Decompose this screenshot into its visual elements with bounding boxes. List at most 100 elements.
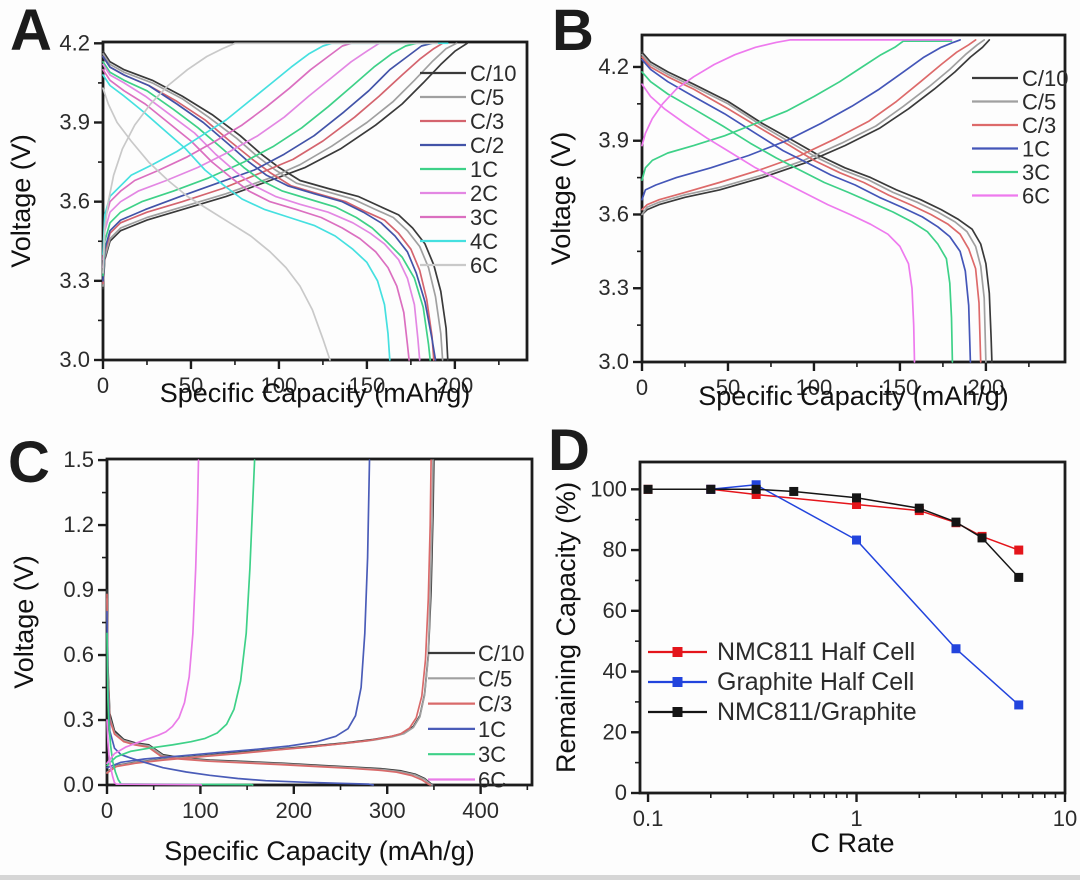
series-line-2C	[102, 42, 381, 269]
legend-label: C/3	[478, 692, 512, 717]
data-point-marker	[751, 480, 761, 490]
series-line-3C	[106, 632, 254, 786]
legend-marker	[672, 647, 683, 657]
legend-label: C/5	[478, 666, 512, 691]
series-line-3C	[102, 68, 410, 361]
y-tick-label: 3.9	[598, 128, 629, 153]
legend-label: C/10	[470, 61, 516, 86]
data-point-marker	[1014, 700, 1024, 710]
series-line-2C	[102, 63, 421, 361]
data-point-marker	[852, 493, 862, 503]
y-tick-label: 100	[590, 476, 627, 501]
y-tick-label: 80	[603, 537, 627, 562]
x-tick-label: 0	[97, 373, 109, 398]
data-point-marker	[643, 484, 653, 494]
series-line-C-5	[641, 39, 986, 216]
series-line-3C	[641, 71, 954, 363]
panel-c-plot: 0 100 200 300 400 0.0 0.3 0.6 0.9 1.2 1.5 Specific …	[9, 447, 534, 866]
legend-marker	[672, 707, 683, 717]
y-axis-title: Remaining Capacity (%)	[551, 482, 581, 773]
x-tick-label: 200	[275, 798, 312, 823]
legend-label: C/3	[1022, 113, 1056, 138]
y-tick-label: 3.0	[598, 349, 629, 374]
y-tick-label: 3.3	[598, 275, 629, 300]
y-tick-label: 4.2	[598, 54, 629, 79]
y-axis-title: Voltage (V)	[546, 132, 576, 266]
legend-label: 1C	[470, 157, 498, 182]
legend-label: 4C	[470, 229, 498, 254]
series-line-C-3	[106, 593, 432, 786]
x-tick-label: 150	[349, 373, 386, 398]
legend-label: 3C	[470, 205, 498, 230]
panel-label-c: C	[8, 430, 50, 495]
y-axis-title: Voltage (V)	[9, 555, 39, 689]
series-line-C-10	[641, 51, 993, 363]
x-tick-label: 0.1	[633, 806, 664, 831]
legend-label: 1C	[478, 717, 506, 742]
y-tick-label: 0.3	[63, 707, 94, 732]
series-line-1C	[102, 42, 418, 277]
series-line-1C	[641, 39, 961, 201]
series-line-C-10	[102, 50, 449, 361]
y-tick-label: 3.9	[59, 109, 90, 134]
series-line-C-2	[102, 42, 433, 282]
data-point-marker	[1014, 545, 1024, 555]
legend-label: C/5	[470, 85, 504, 110]
y-axis-title: Voltage (V)	[6, 134, 36, 268]
y-tick-label: 0	[615, 780, 627, 805]
series-line-C-5	[102, 42, 458, 287]
x-axis-title: C Rate	[810, 828, 894, 858]
x-axis-title: Specific Capacity (mAh/g)	[164, 836, 475, 866]
data-point-marker	[706, 484, 716, 494]
x-axis-title: Specific Capacity (mAh/g)	[160, 378, 471, 408]
series-line-6C	[102, 42, 439, 274]
series-line-3C	[102, 42, 352, 261]
series-line-C-10	[106, 459, 435, 773]
y-tick-label: 4.2	[59, 30, 90, 55]
x-tick-label: 200	[968, 375, 1005, 400]
legend-label: NMC811 Half Cell	[717, 638, 915, 666]
x-tick-label: 50	[716, 375, 740, 400]
data-point-marker	[977, 533, 987, 543]
legend-label: 6C	[1022, 184, 1050, 209]
y-tick-label: 1.2	[63, 512, 94, 537]
y-tick-label: 0.0	[63, 772, 94, 797]
x-tick-label: 100	[796, 375, 833, 400]
series-line-C-3	[102, 42, 444, 285]
series-line-C-10	[106, 589, 435, 786]
legend-label: C/10	[478, 641, 524, 666]
panel-b-plot: 0 50 100 150 200 3.0 3.3 3.6 3.9 4.2 Specific Capa…	[546, 33, 1068, 411]
plot-frame	[638, 460, 1067, 795]
series-line-C-2	[102, 55, 437, 361]
plot-frame	[101, 40, 529, 362]
y-tick-label: 40	[603, 659, 627, 684]
series-line-C-10	[641, 39, 991, 216]
series-line-6C	[641, 83, 916, 363]
legend-label: C/2	[470, 133, 504, 158]
y-tick-label: 0.6	[63, 642, 94, 667]
series-line-C-3	[106, 459, 432, 774]
data-point-marker	[789, 486, 799, 496]
x-tick-label: 0	[636, 375, 648, 400]
series-group	[106, 459, 435, 786]
data-point-marker	[914, 503, 924, 513]
legend-label: 6C	[470, 253, 498, 278]
data-point-marker	[951, 517, 961, 527]
bottom-edge-artifact	[0, 875, 1080, 880]
series-line-1C	[106, 610, 375, 786]
series-line-3C	[106, 459, 256, 767]
y-tick-label: 3.6	[598, 201, 629, 226]
x-tick-label: 1	[850, 806, 862, 831]
y-tick-label: 3.6	[59, 189, 90, 214]
data-point-marker	[751, 489, 761, 499]
data-point-marker	[751, 484, 761, 494]
series-line-4C	[102, 74, 391, 361]
series-line-1C	[106, 459, 371, 769]
x-tick-label: 10	[1053, 806, 1077, 831]
legend-label: 2C	[470, 181, 498, 206]
legend-marker	[672, 677, 683, 687]
y-tick-label: 1.5	[63, 447, 94, 472]
series-line-6C	[641, 39, 953, 147]
series-line-6C	[102, 87, 331, 361]
